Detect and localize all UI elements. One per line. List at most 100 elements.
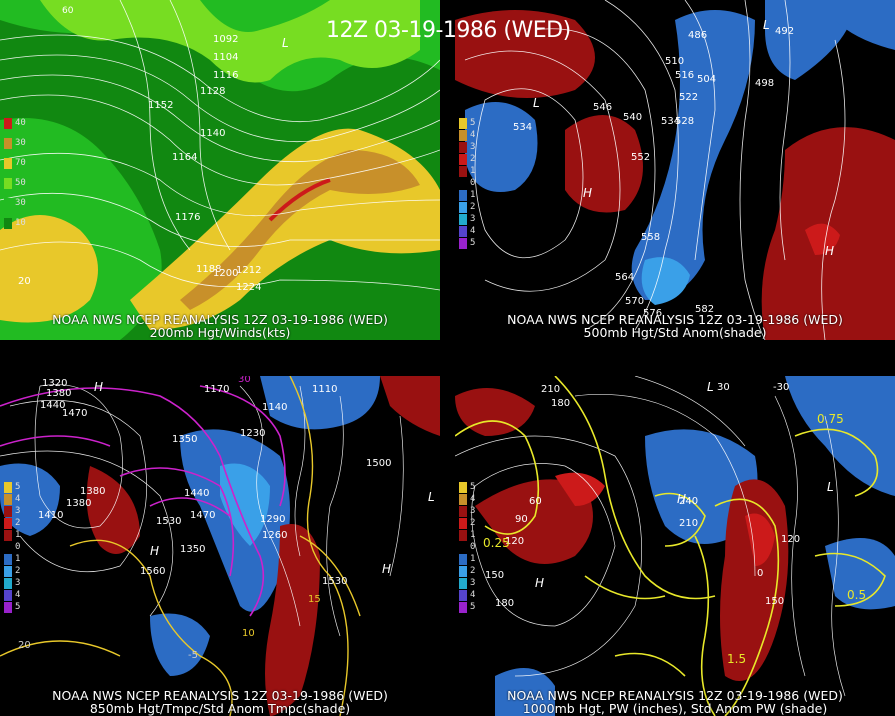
contour-label: 492 [775, 26, 795, 37]
panel-200mb: 40 30 70 50 30 10 20 1092 1104 1116 1128… [0, 0, 440, 340]
panel-caption-source: NOAA NWS NCEP REANALYSIS 12Z 03-19-1986 … [52, 688, 388, 703]
contour-label: 486 [688, 30, 708, 41]
contour-label: 180 [551, 398, 571, 409]
contour-label: 1500 [366, 458, 392, 469]
high-center-symbol: H [150, 544, 160, 558]
temp-label: 10 [242, 628, 255, 639]
contour-label: 1290 [260, 514, 286, 525]
contour-label: 552 [631, 152, 651, 163]
panel-caption-field: 850mb Hgt/Tmpc/Std Anom Tmpc(shade) [89, 701, 351, 716]
contour-label: 20 [18, 276, 31, 287]
contour-label: 60 [529, 496, 542, 507]
contour-label: 1110 [312, 384, 338, 395]
high-center-symbol: H [382, 562, 392, 576]
contour-label: 1470 [190, 510, 216, 521]
contour-label: 240 [679, 496, 699, 507]
low-center-symbol: L [827, 480, 834, 494]
low-center-symbol: L [533, 96, 540, 110]
panel-850mb: 5 4 3 2 1 0 1 2 3 4 5 1320 1380 1440 147… [0, 376, 440, 716]
high-center-symbol: H [94, 380, 104, 394]
pw-label: 0.5 [847, 588, 867, 602]
contour-label: 1410 [38, 510, 64, 521]
contour-label: 30 [717, 382, 730, 393]
contour-label: 1224 [236, 282, 262, 293]
contour-label: 1440 [184, 488, 210, 499]
contour-label: 1380 [80, 486, 106, 497]
high-center-symbol: H [535, 576, 545, 590]
contour-label: 1164 [172, 152, 198, 163]
contour-label: -30 [773, 382, 790, 393]
contour-label: 558 [641, 232, 661, 243]
temp-label: 15 [308, 594, 321, 605]
contour-label: 1170 [204, 384, 230, 395]
contour-label: 576 [643, 308, 663, 319]
high-center-symbol: H [583, 186, 593, 200]
low-center-symbol: L [428, 490, 435, 504]
contour-label: 1140 [262, 402, 288, 413]
temp-label: -5 [188, 650, 198, 661]
contour-label: 528 [675, 116, 695, 127]
contour-label: 522 [679, 92, 699, 103]
contour-label: 180 [495, 598, 515, 609]
contour-label: 1152 [148, 100, 174, 111]
panel-500mb: 5 4 3 2 1 0 1 2 3 4 5 534 486 492 498 51… [455, 0, 895, 340]
temp-label: 20 [18, 640, 31, 651]
contour-label: 1104 [213, 52, 239, 63]
contour-label: 1350 [172, 434, 198, 445]
map-200mb [0, 0, 440, 340]
temp-label: 30 [238, 376, 251, 385]
panel-caption-field: 500mb Hgt/Std Anom(shade) [583, 325, 767, 340]
panel-caption-source: NOAA NWS NCEP REANALYSIS 12Z 03-19-1986 … [507, 688, 843, 703]
contour-label: 1116 [213, 70, 239, 81]
panel-caption-source: NOAA NWS NCEP REANALYSIS 12Z 03-19-1986 … [52, 312, 388, 327]
pw-label: 0.25 [483, 536, 510, 550]
contour-label: 1200 [213, 268, 239, 279]
contour-label: 1380 [66, 498, 92, 509]
contour-label: 1260 [262, 530, 288, 541]
contour-label: 1380 [46, 388, 72, 399]
contour-label: 210 [541, 384, 561, 395]
map-850mb [0, 376, 440, 716]
low-center-symbol: L [707, 380, 714, 394]
contour-label: 534 [513, 122, 533, 133]
contour-label: 1560 [140, 566, 166, 577]
contour-label: 516 [675, 70, 695, 81]
contour-label: 1440 [40, 400, 66, 411]
map-1000mb-pw [455, 376, 895, 716]
contour-label: 90 [515, 514, 528, 525]
contour-label: 120 [505, 536, 525, 547]
contour-label: 210 [679, 518, 699, 529]
wind-label: 60 [62, 6, 74, 16]
map-500mb [455, 0, 895, 340]
pw-label: 1.5 [727, 652, 747, 666]
contour-label: 150 [485, 570, 505, 581]
contour-label: 1176 [175, 212, 201, 223]
contour-label: 504 [697, 74, 717, 85]
contour-label: 582 [695, 304, 715, 315]
contour-label: 570 [625, 296, 645, 307]
contour-label: 1530 [322, 576, 348, 587]
contour-label: 1530 [156, 516, 182, 527]
contour-label: 120 [781, 534, 801, 545]
contour-label: 564 [615, 272, 635, 283]
contour-label: 534 [661, 116, 681, 127]
contour-label: 1140 [200, 128, 226, 139]
contour-label: 498 [755, 78, 775, 89]
contour-label: 1128 [200, 86, 226, 97]
panel-caption-source: NOAA NWS NCEP REANALYSIS 12Z 03-19-1986 … [507, 312, 843, 327]
contour-label: 1350 [180, 544, 206, 555]
high-center-symbol: H [677, 492, 687, 506]
pw-label: 0.75 [817, 412, 844, 426]
contour-label: 150 [765, 596, 785, 607]
contour-label: 1188 [196, 264, 222, 275]
low-center-symbol: L [282, 36, 289, 50]
contour-label: 540 [623, 112, 643, 123]
contour-label: 1320 [42, 378, 68, 389]
contour-label: 1230 [240, 428, 266, 439]
panel-1000mb-pw: 5 4 3 2 1 0 1 2 3 4 5 210 180 150 120 90… [455, 376, 895, 716]
contour-label: 546 [593, 102, 613, 113]
contour-label: 1092 [213, 34, 239, 45]
high-center-symbol: H [825, 244, 835, 258]
contour-label: 1470 [62, 408, 88, 419]
low-center-symbol: L [763, 18, 770, 32]
